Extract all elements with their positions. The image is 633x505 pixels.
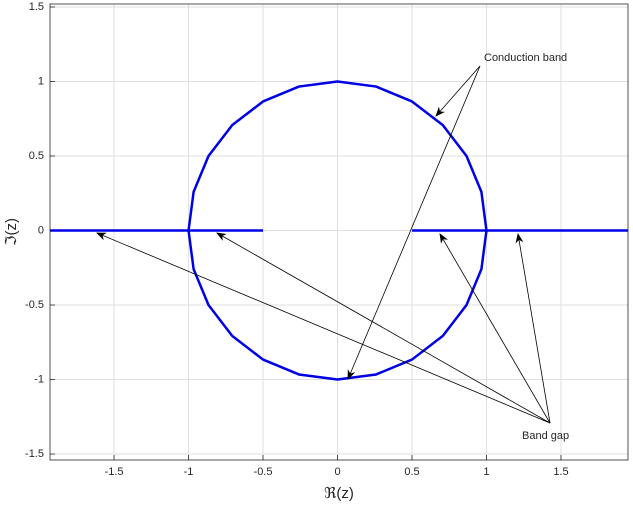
x-tick-label: -1.5 — [105, 466, 124, 478]
grid — [50, 4, 628, 460]
y-tick-label: -1 — [34, 373, 44, 385]
plot — [50, 80, 628, 381]
x-tick-label: -0.5 — [254, 466, 273, 478]
y-tick-label: 1 — [38, 75, 44, 87]
y-tick-label: -1.5 — [25, 448, 44, 460]
annotation: Band gap — [522, 430, 569, 442]
plot-frame — [49, 3, 629, 461]
x-tick-label: 1.5 — [553, 466, 568, 478]
arrow — [347, 65, 481, 380]
y-tick-label: -0.5 — [25, 299, 44, 311]
y-tick-label: 1.5 — [29, 1, 44, 13]
arrow — [435, 65, 481, 117]
annotation: Conduction band — [484, 52, 567, 64]
y-tick-label: 0 — [38, 224, 44, 236]
x-tick-label: -1 — [184, 466, 194, 478]
arrow — [515, 233, 551, 424]
y-axis-label: ℑ(z) — [3, 218, 20, 246]
arrow — [96, 232, 551, 424]
y-tick-label: 0.5 — [29, 150, 44, 162]
x-tick-label: 0 — [334, 466, 340, 478]
annotation-arrows — [96, 65, 551, 424]
arrow — [216, 232, 551, 424]
x-axis-label: ℜ(z) — [324, 485, 354, 502]
arrow — [439, 233, 551, 424]
x-tick-label: 1 — [483, 466, 489, 478]
x-tick-label: 0.5 — [404, 466, 419, 478]
